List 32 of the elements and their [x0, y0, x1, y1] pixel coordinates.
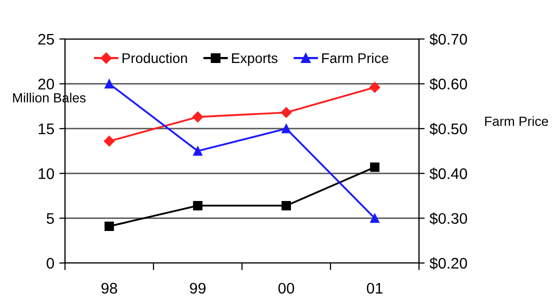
y-tick-label: 10	[38, 168, 54, 180]
y2-tick-label: $0.70	[430, 33, 468, 46]
point	[282, 124, 291, 134]
point	[370, 214, 380, 223]
y2-tick-label: $0.50	[430, 122, 468, 136]
point	[104, 79, 114, 88]
x-tick-label: 01	[366, 282, 382, 294]
y-tick-label: 25	[38, 34, 54, 45]
point	[280, 107, 292, 118]
y-tick-label: 0	[46, 258, 54, 269]
point	[104, 136, 115, 147]
y2-tick-label: $0.60	[430, 78, 468, 90]
x-tick-label: 98	[101, 282, 118, 294]
y2-tick-label: $0.30	[430, 212, 468, 225]
point	[370, 162, 380, 172]
x-tick-label: 99	[190, 282, 206, 294]
y2-axis-title: Farm Price	[485, 116, 548, 126]
y2-tick-label: $0.20	[430, 257, 468, 270]
y2-tick-label: $0.40	[430, 168, 468, 180]
point	[193, 146, 202, 156]
point	[193, 200, 202, 210]
point	[369, 82, 380, 93]
y-tick-label: 15	[38, 124, 54, 134]
point	[104, 222, 114, 231]
legend-label: Farm Price	[322, 52, 388, 64]
y-tick-label: 20	[38, 78, 54, 90]
y-tick-label: 5	[46, 213, 54, 224]
x-tick-label: 00	[278, 282, 294, 294]
legend-label: Production	[122, 52, 187, 64]
point	[192, 112, 204, 122]
legend-label: Exports	[232, 53, 278, 66]
point	[282, 200, 291, 210]
